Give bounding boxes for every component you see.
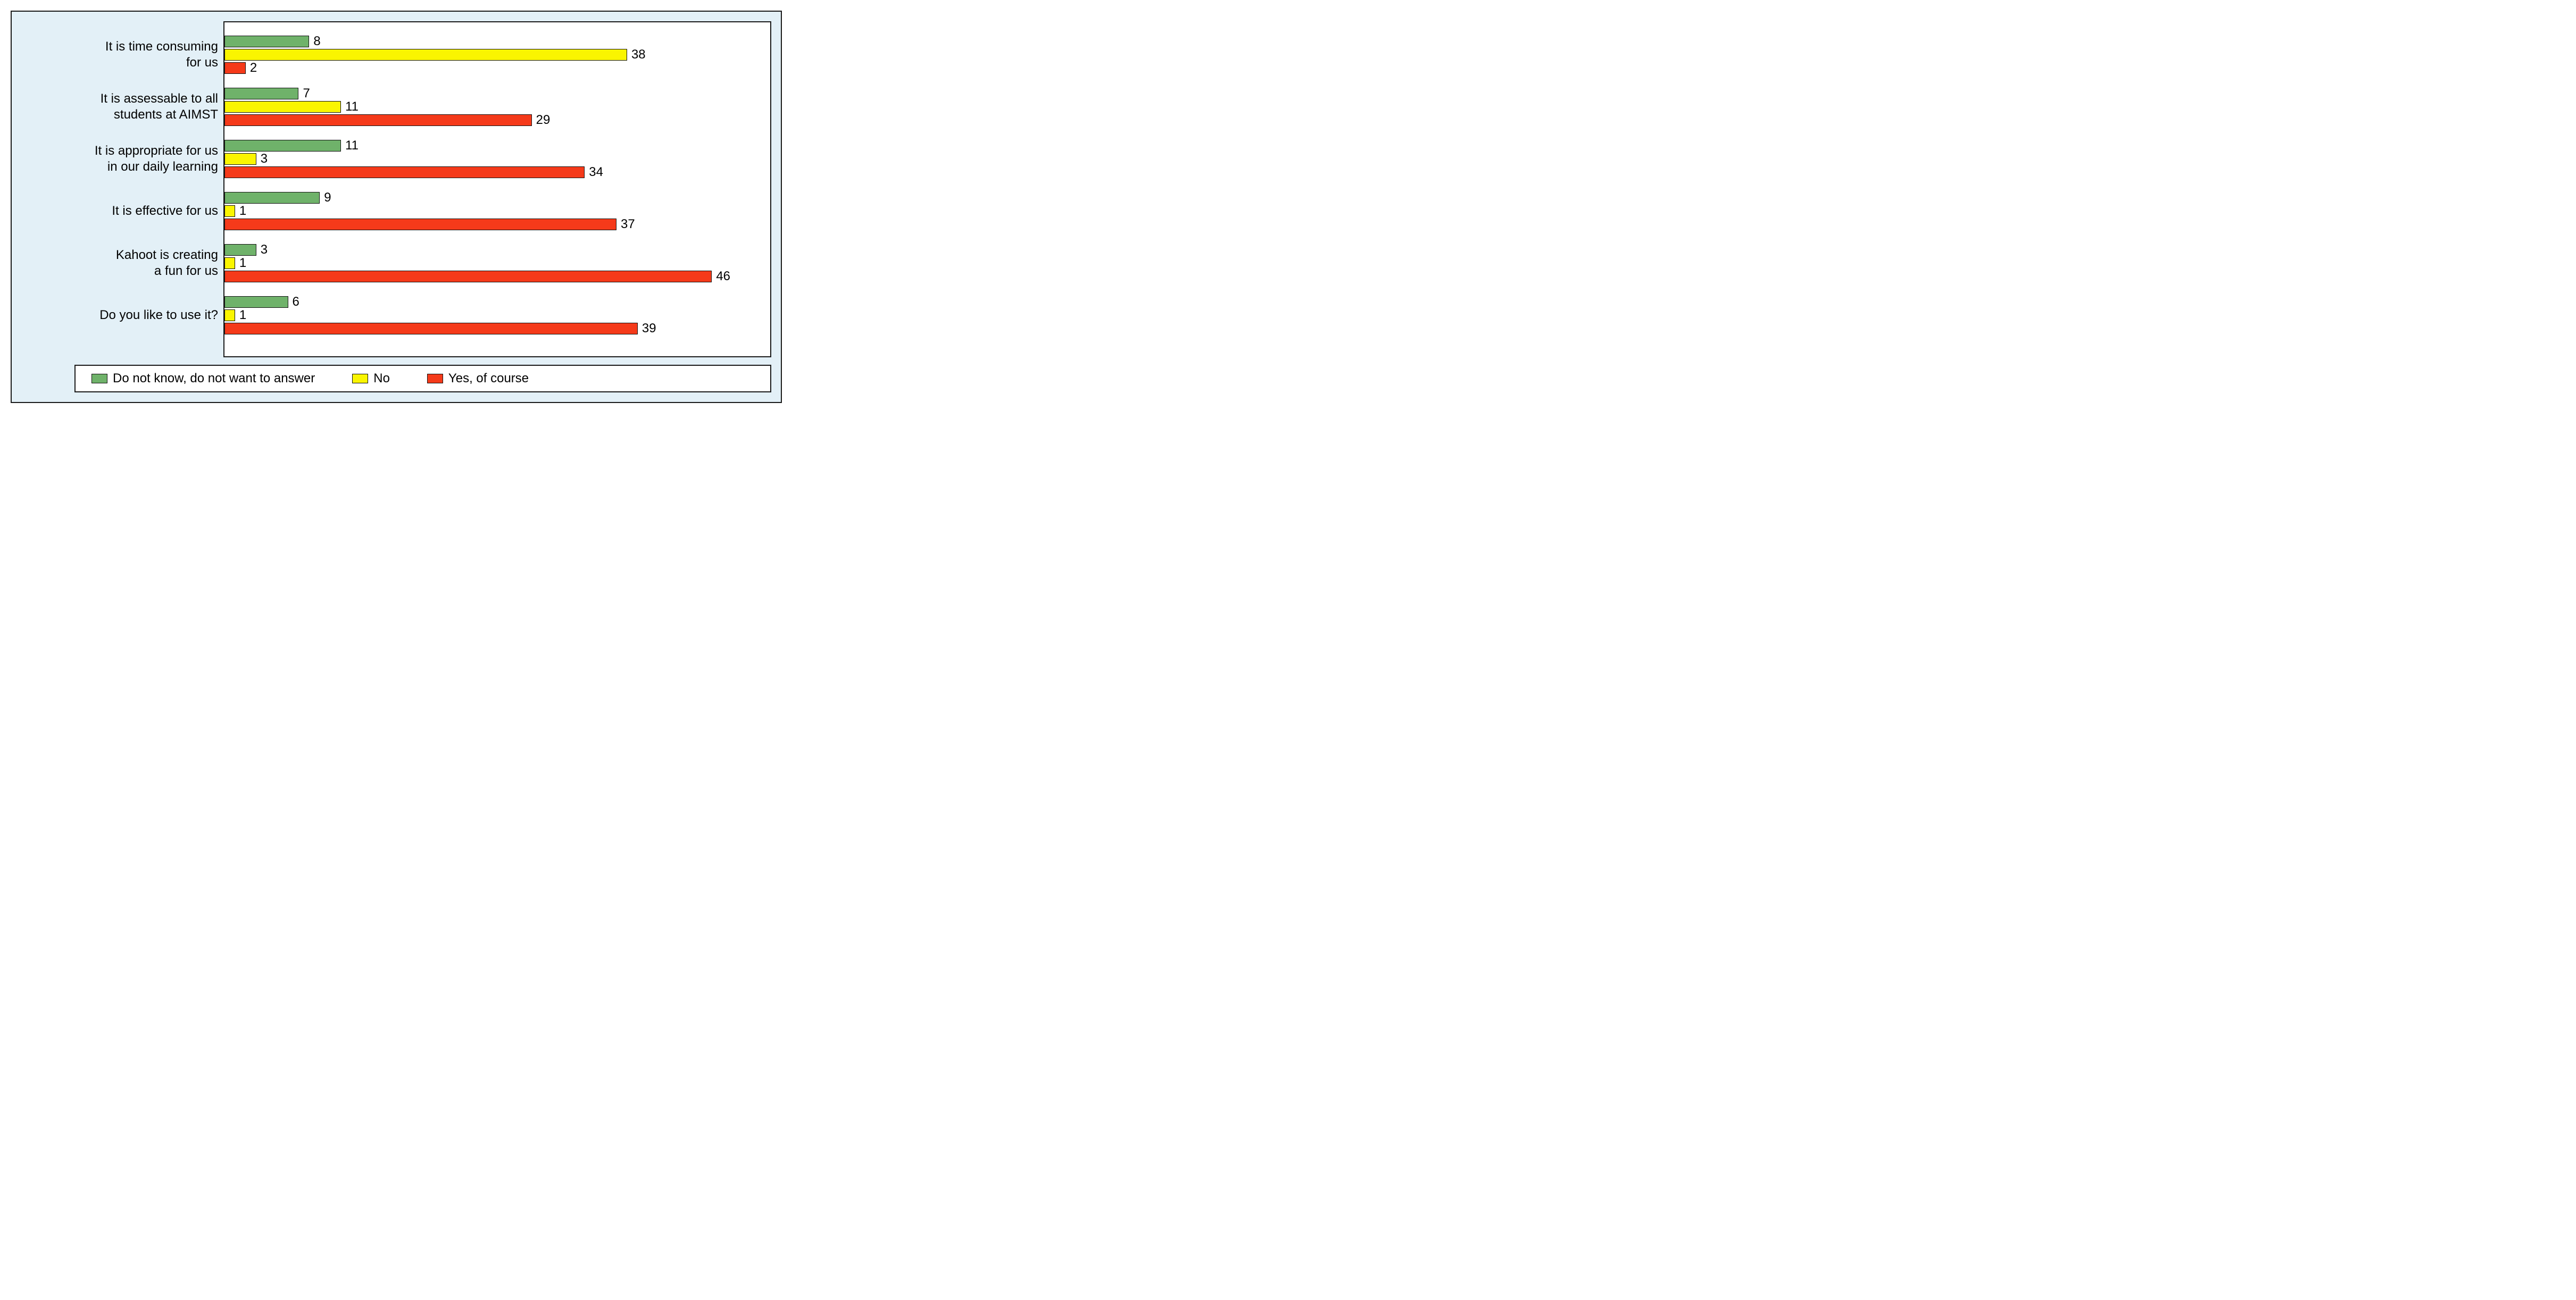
bar-value-label: 8 bbox=[313, 34, 320, 49]
bar-yes bbox=[224, 114, 532, 126]
bar-group: It is effective for us9137 bbox=[224, 192, 754, 230]
legend-swatch-dnk bbox=[91, 374, 107, 383]
bar-yes bbox=[224, 271, 712, 282]
category-label-line1: It is appropriate for us bbox=[22, 143, 218, 159]
bars-container: 8 38 2 bbox=[224, 36, 754, 74]
chart-inner-background: It is time consumingfor us 8 38 2 It is asse… bbox=[21, 21, 771, 392]
category-label: Do you like to use it? bbox=[22, 307, 224, 323]
bar-value-label: 1 bbox=[239, 204, 246, 219]
bar-value-label: 7 bbox=[303, 86, 310, 101]
legend-swatch-no bbox=[352, 374, 368, 383]
category-label: It is appropriate for usin our daily lea… bbox=[22, 143, 224, 175]
bar-value-label: 6 bbox=[293, 295, 299, 309]
category-label-line2: students at AIMST bbox=[22, 107, 218, 123]
bars-container: 7 11 29 bbox=[224, 88, 754, 126]
bar-row: 3 bbox=[224, 244, 754, 256]
bar-dnk bbox=[224, 88, 298, 99]
bar-row: 38 bbox=[224, 49, 754, 61]
bar-row: 3 bbox=[224, 153, 754, 165]
bar-row: 8 bbox=[224, 36, 754, 47]
bar-value-label: 3 bbox=[261, 242, 268, 257]
category-label: It is time consumingfor us bbox=[22, 39, 224, 71]
bar-value-label: 37 bbox=[621, 217, 635, 232]
category-label-line1: It is assessable to all bbox=[22, 91, 218, 107]
legend-item-yes: Yes, of course bbox=[427, 371, 529, 386]
legend-label-dnk: Do not know, do not want to answer bbox=[113, 371, 315, 386]
category-label-line2: in our daily learning bbox=[22, 159, 218, 175]
bar-dnk bbox=[224, 140, 341, 152]
legend: Do not know, do not want to answer No Ye… bbox=[74, 365, 771, 392]
bar-value-label: 11 bbox=[345, 138, 359, 153]
bar-no bbox=[224, 49, 627, 61]
bar-no bbox=[224, 309, 235, 321]
bar-row: 11 bbox=[224, 140, 754, 152]
category-label-line2: for us bbox=[22, 55, 218, 71]
bar-no bbox=[224, 205, 235, 217]
bar-row: 7 bbox=[224, 88, 754, 99]
bar-yes bbox=[224, 166, 585, 178]
bar-no bbox=[224, 153, 256, 165]
bar-row: 1 bbox=[224, 205, 754, 217]
bar-row: 1 bbox=[224, 309, 754, 321]
bar-dnk bbox=[224, 192, 320, 204]
bar-row: 6 bbox=[224, 296, 754, 308]
category-label-line1: It is time consuming bbox=[22, 39, 218, 55]
category-label-line1: Do you like to use it? bbox=[22, 307, 218, 323]
category-label-line2: a fun for us bbox=[22, 263, 218, 279]
bar-row: 2 bbox=[224, 62, 754, 74]
category-label-line1: Kahoot is creating bbox=[22, 247, 218, 263]
bar-row: 39 bbox=[224, 323, 754, 334]
bar-dnk bbox=[224, 244, 256, 256]
bar-row: 29 bbox=[224, 114, 754, 126]
bar-value-label: 2 bbox=[250, 61, 257, 76]
bar-row: 37 bbox=[224, 219, 754, 230]
bar-value-label: 1 bbox=[239, 308, 246, 323]
bars-container: 11 3 34 bbox=[224, 140, 754, 178]
plot-area: It is time consumingfor us8382It is asse… bbox=[223, 21, 771, 357]
bar-group: It is assessable to allstudents at AIMST… bbox=[224, 88, 754, 126]
legend-item-dnk: Do not know, do not want to answer bbox=[91, 371, 315, 386]
bar-value-label: 46 bbox=[716, 269, 730, 284]
legend-item-no: No bbox=[352, 371, 390, 386]
bar-group: Do you like to use it?6139 bbox=[224, 296, 754, 334]
legend-label-no: No bbox=[373, 371, 390, 386]
legend-label-yes: Yes, of course bbox=[448, 371, 529, 386]
bar-group: It is appropriate for usin our daily lea… bbox=[224, 140, 754, 178]
bar-dnk bbox=[224, 296, 288, 308]
bar-value-label: 34 bbox=[589, 165, 603, 180]
bar-value-label: 39 bbox=[642, 321, 656, 336]
bar-value-label: 11 bbox=[345, 99, 359, 114]
bars-container: 9 1 37 bbox=[224, 192, 754, 230]
bar-row: 11 bbox=[224, 101, 754, 113]
bar-group: Kahoot is creatinga fun for us3146 bbox=[224, 244, 754, 282]
bar-no bbox=[224, 101, 341, 113]
category-label: Kahoot is creatinga fun for us bbox=[22, 247, 224, 279]
bar-row: 46 bbox=[224, 271, 754, 282]
chart-body: It is time consumingfor us8382It is asse… bbox=[224, 36, 754, 348]
chart-outer-frame: It is time consumingfor us 8 38 2 It is asse… bbox=[11, 11, 782, 403]
bar-row: 1 bbox=[224, 257, 754, 269]
bar-yes bbox=[224, 219, 616, 230]
bars-container: 6 1 39 bbox=[224, 296, 754, 334]
bar-dnk bbox=[224, 36, 309, 47]
bar-group: It is time consumingfor us8382 bbox=[224, 36, 754, 74]
bar-value-label: 3 bbox=[261, 152, 268, 166]
bar-value-label: 9 bbox=[324, 190, 331, 205]
bar-no bbox=[224, 257, 235, 269]
bar-value-label: 1 bbox=[239, 256, 246, 271]
category-label: It is effective for us bbox=[22, 203, 224, 219]
bars-container: 31 46 bbox=[224, 244, 754, 282]
category-label-line1: It is effective for us bbox=[22, 203, 218, 219]
bar-value-label: 38 bbox=[631, 47, 646, 62]
bar-row: 34 bbox=[224, 166, 754, 178]
bar-row: 9 bbox=[224, 192, 754, 204]
bar-value-label: 29 bbox=[536, 113, 551, 128]
legend-swatch-yes bbox=[427, 374, 443, 383]
bar-yes bbox=[224, 62, 246, 74]
category-label: It is assessable to allstudents at AIMST bbox=[22, 91, 224, 123]
bar-yes bbox=[224, 323, 638, 334]
